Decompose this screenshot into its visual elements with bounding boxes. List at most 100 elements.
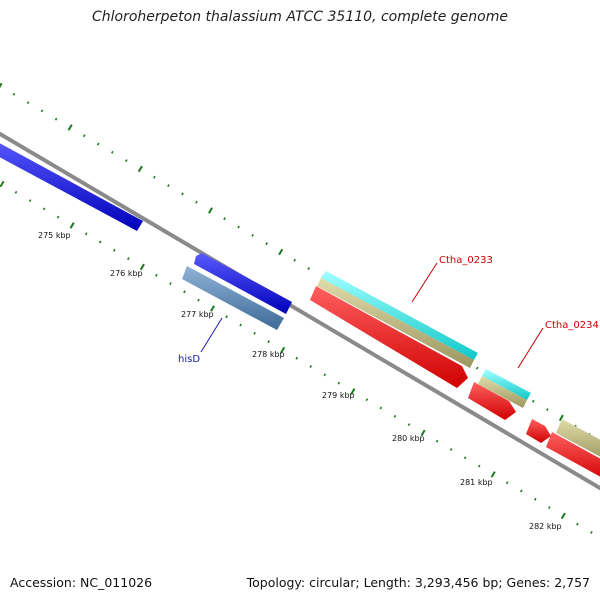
minor-tick <box>477 464 481 468</box>
misc-feature-track <box>317 271 600 462</box>
ctha-0234-leader <box>517 327 544 369</box>
minor-tick <box>365 398 369 402</box>
minor-tick <box>56 215 60 219</box>
minor-tick <box>546 408 549 411</box>
major-tick <box>139 263 145 271</box>
minor-tick <box>195 200 198 204</box>
major-tick <box>420 429 426 437</box>
khaki-feature-1[interactable] <box>317 278 474 368</box>
minor-tick <box>125 159 128 163</box>
minor-tick <box>323 373 327 377</box>
major-tick <box>558 414 564 422</box>
major-tick <box>69 222 75 229</box>
accession-text: Accession: NC_011026 <box>10 575 153 590</box>
genome-backbone <box>0 131 600 491</box>
minor-tick <box>251 233 254 237</box>
major-tick <box>560 512 566 520</box>
minor-tick <box>96 142 100 146</box>
minor-tick <box>239 323 242 327</box>
minor-tick <box>127 257 130 261</box>
minor-tick <box>337 381 341 385</box>
gene-label-ctha-0233[interactable]: Ctha_0233 <box>439 255 493 266</box>
minor-tick <box>98 240 102 244</box>
minor-tick <box>532 399 535 403</box>
scale-label: 276 kbp <box>110 269 143 278</box>
minor-tick <box>505 481 509 485</box>
minor-tick <box>307 267 311 271</box>
map-title: Chloroherpeton thalassium ATCC 35110, co… <box>92 9 508 25</box>
minor-tick <box>590 530 593 534</box>
gene-label-hisd[interactable]: hisD <box>178 354 200 365</box>
scale-label: 275 kbp <box>38 231 71 240</box>
minor-tick <box>237 225 240 229</box>
minor-tick <box>155 273 158 277</box>
khaki-feature-2[interactable] <box>478 376 527 408</box>
ctha-0234-cds[interactable] <box>468 382 516 420</box>
inner-tick-track <box>0 180 593 534</box>
reverse-cds-track <box>310 286 600 482</box>
scale-label: 281 kbp <box>460 478 493 487</box>
minor-tick <box>183 290 186 294</box>
forward-cds-1[interactable] <box>0 138 143 231</box>
reverse-cds-3[interactable] <box>526 419 551 443</box>
minor-tick <box>169 282 172 285</box>
major-tick <box>210 305 215 312</box>
minor-tick <box>463 456 467 460</box>
minor-tick <box>12 92 16 96</box>
major-tick <box>67 124 73 131</box>
minor-tick <box>379 406 383 410</box>
minor-tick <box>26 101 30 105</box>
major-tick <box>490 471 496 478</box>
minor-tick <box>295 356 298 360</box>
minor-tick <box>153 175 156 179</box>
minor-tick <box>167 184 170 187</box>
scale-label: 280 kbp <box>392 434 425 443</box>
minor-tick <box>84 232 88 236</box>
major-tick <box>0 180 5 188</box>
topology-text: Topology: circular; Length: 3,293,456 bp… <box>246 575 590 590</box>
minor-tick <box>54 117 58 121</box>
ctha-0233-leader <box>411 262 438 303</box>
minor-tick <box>265 242 268 246</box>
scale-label: 279 kbp <box>322 391 355 400</box>
minor-tick <box>113 248 116 252</box>
major-tick <box>208 207 213 214</box>
minor-tick <box>309 365 313 369</box>
minor-tick <box>42 207 46 211</box>
minor-tick <box>197 298 200 302</box>
minor-tick <box>407 423 411 427</box>
minor-tick <box>14 190 18 194</box>
minor-tick <box>181 192 184 196</box>
major-tick <box>350 388 356 395</box>
hisd-leader <box>200 317 223 353</box>
khaki-feature-3[interactable] <box>556 419 600 462</box>
reverse-cds-4[interactable] <box>546 432 600 482</box>
major-tick <box>137 165 143 173</box>
minor-tick <box>548 506 551 509</box>
scale-labels: 275 kbp 276 kbp 277 kbp 278 kbp 279 kbp … <box>38 231 562 531</box>
scale-label: 282 kbp <box>529 522 562 531</box>
minor-tick <box>393 414 397 418</box>
scale-label: 277 kbp <box>181 310 214 319</box>
minor-tick <box>28 199 32 203</box>
major-tick <box>0 82 3 89</box>
minor-tick <box>111 150 114 154</box>
minor-tick <box>520 489 523 493</box>
minor-tick <box>225 315 228 319</box>
cyan-feature-2[interactable] <box>482 369 531 400</box>
major-tick <box>280 346 286 354</box>
major-tick <box>278 248 284 256</box>
cyan-feature-1[interactable] <box>321 271 478 360</box>
minor-tick <box>576 522 579 526</box>
forward-cds-2[interactable] <box>194 253 292 314</box>
minor-tick <box>293 258 296 262</box>
gene-label-ctha-0234[interactable]: Ctha_0234 <box>545 320 599 331</box>
minor-tick <box>449 448 453 451</box>
forward-cds-track <box>0 138 292 330</box>
hisd-gene[interactable] <box>182 266 284 330</box>
minor-tick <box>40 109 44 113</box>
scale-label: 278 kbp <box>252 350 285 359</box>
minor-tick <box>82 134 86 138</box>
ctha-0233-cds[interactable] <box>310 286 468 388</box>
